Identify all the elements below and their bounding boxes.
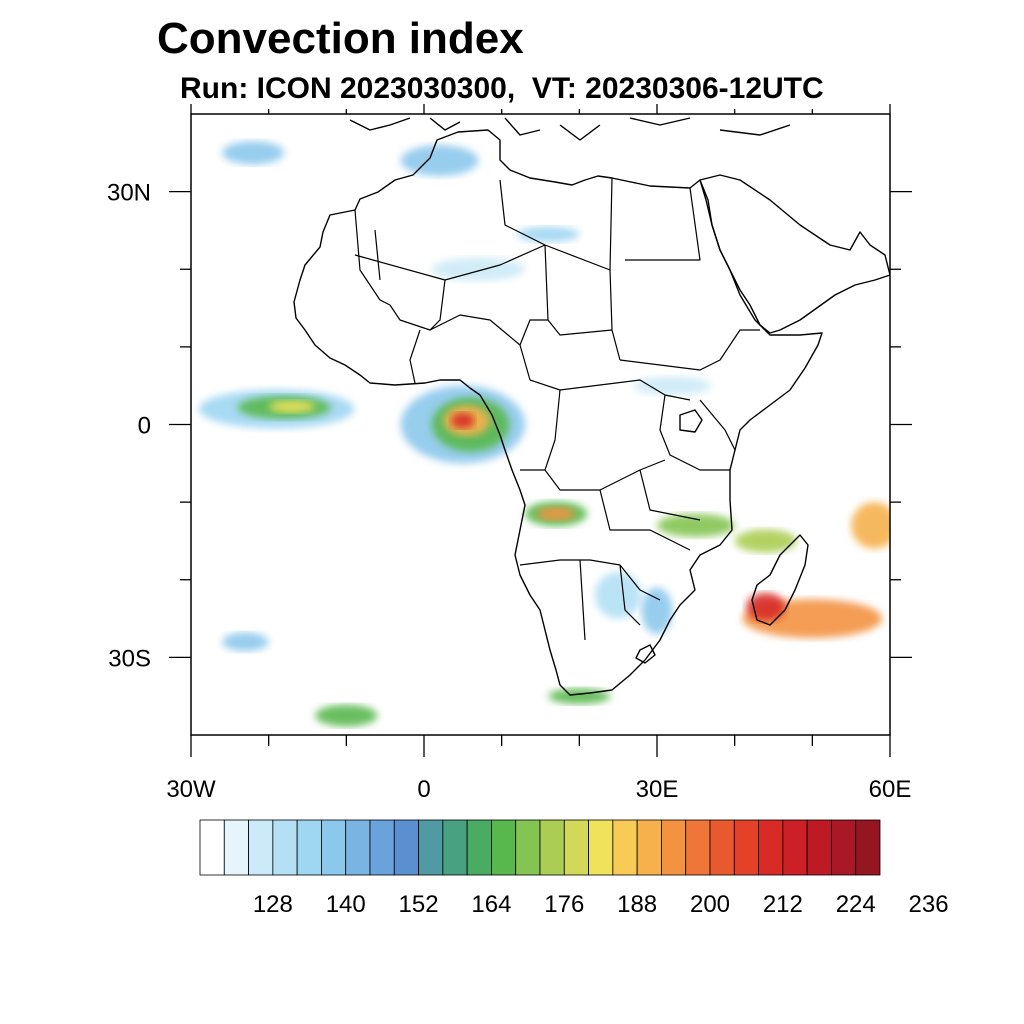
- colorbar-box-27: [855, 819, 881, 876]
- lon-tick-label-2: 30E: [636, 776, 679, 803]
- lat-tick-label-1: 0: [138, 413, 151, 440]
- colorbar-label-1: 140: [326, 891, 366, 918]
- colorbar: [199, 819, 881, 876]
- colorbar-box-6: [345, 819, 371, 876]
- lon-tick-label-1: 0: [417, 776, 430, 803]
- colorbar-label-2: 152: [399, 891, 439, 918]
- colorbar-label-6: 200: [690, 891, 730, 918]
- colorbar-box-4: [296, 819, 322, 876]
- convection-area-18: [400, 145, 479, 177]
- colorbar-box-1: [223, 819, 249, 876]
- colorbar-labels: 128 140 152 164 176 188 200 212 224 236: [253, 891, 949, 918]
- convection-area-8: [536, 506, 576, 521]
- colorbar-box-23: [758, 819, 784, 876]
- lesotho-border: [635, 644, 656, 664]
- convection-area-15: [315, 704, 378, 727]
- lon-tick-label-3: 60E: [869, 776, 912, 803]
- convection-area-22: [594, 571, 642, 619]
- convection-area-20: [431, 257, 525, 281]
- colorbar-box-22: [733, 819, 759, 876]
- lon-tick-label-0: 30W: [166, 776, 216, 803]
- colorbar-box-10: [442, 819, 468, 876]
- convection-area-21: [633, 376, 712, 396]
- colorbar-label-3: 164: [471, 891, 511, 918]
- colorbar-box-7: [369, 819, 395, 876]
- convection-area-14: [222, 632, 269, 652]
- colorbar-box-16: [588, 819, 614, 876]
- convection-area-17: [222, 141, 285, 165]
- convection-area-19: [517, 226, 580, 243]
- colorbar-box-18: [636, 819, 662, 876]
- colorbar-box-15: [563, 819, 589, 876]
- colorbar-box-17: [612, 819, 638, 876]
- colorbar-box-2: [248, 819, 274, 876]
- colorbar-box-12: [491, 819, 517, 876]
- colorbar-label-8: 224: [836, 891, 876, 918]
- map-tick-labels: 30W 0 30E 60E 30N 0 30S: [107, 180, 911, 803]
- colorbar-box-13: [515, 819, 541, 876]
- colorbar-box-0: [199, 819, 225, 876]
- map-ticks: [169, 104, 912, 757]
- colorbar-label-4: 176: [544, 891, 584, 918]
- convection-field: [198, 141, 890, 727]
- arabia-coastline: [699, 174, 890, 334]
- madagascar-coastline: [751, 534, 809, 626]
- convection-area-13: [746, 592, 786, 621]
- map-title: Convection index: [157, 14, 524, 63]
- colorbar-box-19: [661, 819, 687, 876]
- convection-area-6: [451, 412, 475, 429]
- colorbar-box-11: [466, 819, 492, 876]
- colorbar-box-8: [393, 819, 419, 876]
- colorbar-label-7: 212: [763, 891, 803, 918]
- map-subtitle: Run: ICON 2023030300, VT: 20230306-12UTC: [180, 72, 824, 105]
- convection-area-23: [641, 587, 673, 635]
- colorbar-box-25: [806, 819, 832, 876]
- convection-area-16: [548, 688, 611, 704]
- colorbar-box-24: [782, 819, 808, 876]
- europe-coastline: [349, 117, 791, 141]
- colorbar-box-14: [539, 819, 565, 876]
- lake-victoria: [679, 409, 703, 433]
- colorbar-box-26: [831, 819, 857, 876]
- convection-area-9: [657, 513, 735, 538]
- lat-tick-label-0: 30N: [107, 180, 151, 207]
- convection-area-2: [268, 400, 316, 413]
- coastlines-and-borders: [293, 117, 890, 696]
- convection-area-10: [734, 529, 797, 553]
- colorbar-box-3: [272, 819, 298, 876]
- colorbar-box-21: [709, 819, 735, 876]
- colorbar-label-0: 128: [253, 891, 293, 918]
- lat-tick-label-2: 30S: [108, 645, 151, 672]
- colorbar-label-5: 188: [617, 891, 657, 918]
- colorbar-box-9: [418, 819, 444, 876]
- colorbar-box-20: [685, 819, 711, 876]
- colorbar-label-9: 236: [909, 891, 949, 918]
- colorbar-box-5: [321, 819, 347, 876]
- convection-area-11: [851, 502, 890, 549]
- country-borders: [354, 177, 760, 641]
